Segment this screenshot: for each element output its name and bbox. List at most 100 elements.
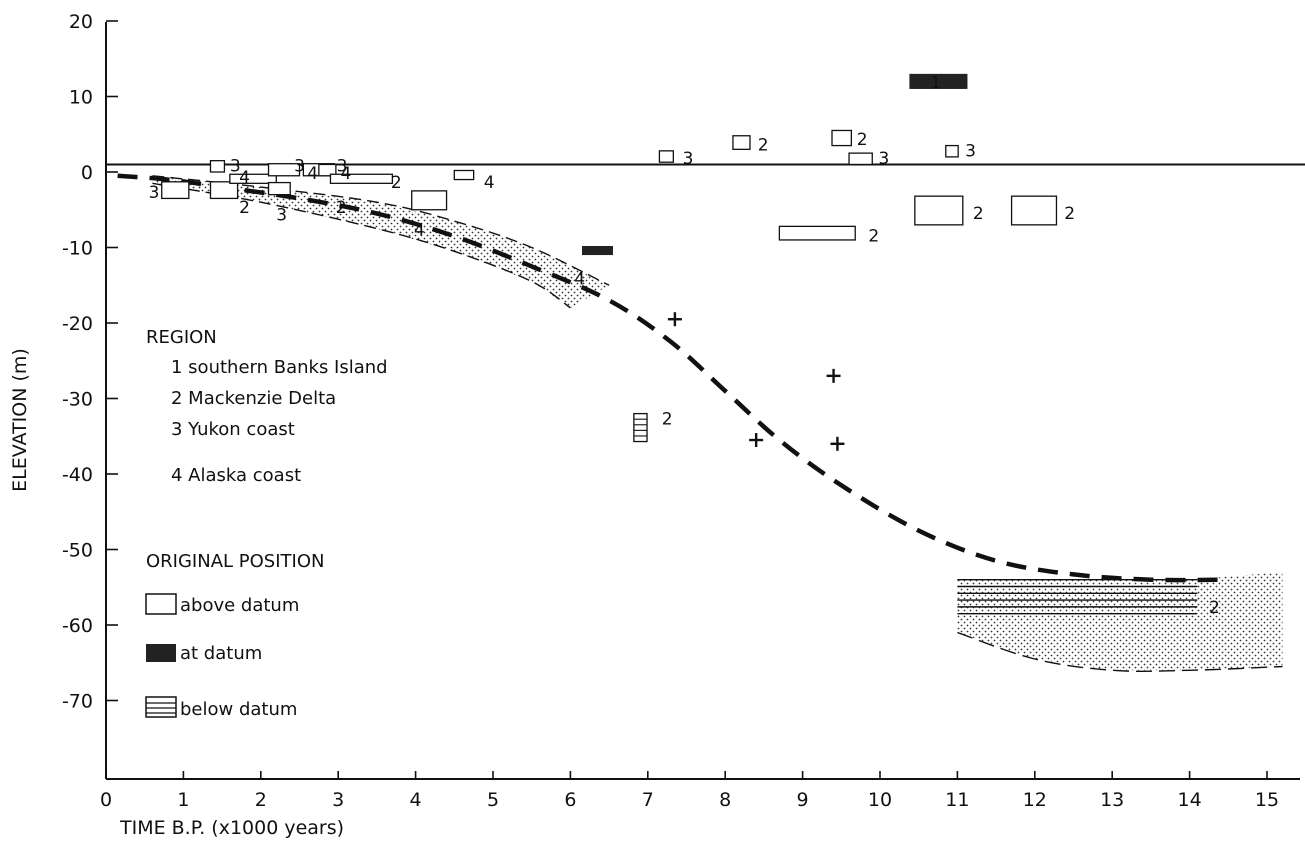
x-tick-label: 12	[1023, 789, 1047, 811]
region-annotation: 2	[1064, 204, 1075, 224]
x-tick-label: 2	[255, 789, 267, 811]
x-tick-label: 1	[177, 789, 189, 811]
region-annotation: 2	[391, 173, 402, 193]
y-tick-label: -30	[62, 389, 93, 411]
uncertainty-band	[152, 175, 610, 309]
sea-level-curve	[117, 173, 1229, 583]
legend-region-3: 3 Yukon coast	[171, 419, 295, 440]
y-tick-label: -40	[62, 464, 93, 486]
legend: REGION 1 southern Banks Island 2 Mackenz…	[145, 327, 388, 720]
y-tick-label: -70	[62, 691, 93, 713]
region-annotation: 2	[1209, 598, 1220, 618]
x-tick-label: 8	[719, 789, 731, 811]
region-annotation: 2	[758, 135, 769, 155]
sample-above-datum	[914, 195, 964, 226]
legend-region-4: 4 Alaska coast	[171, 465, 301, 486]
sample-above-datum	[209, 181, 239, 200]
y-tick-label: -60	[62, 615, 93, 637]
legend-at-swatch	[146, 644, 176, 662]
sample-above-datum	[161, 181, 190, 200]
x-tick-label: 3	[332, 789, 344, 811]
x-axis-label: TIME B.P. (x1000 years)	[119, 817, 344, 839]
y-axis-label: ELEVATION (m)	[9, 348, 31, 492]
region-annotation: 4	[307, 164, 318, 184]
region-annotation: 3	[337, 156, 348, 176]
x-tick-label: 0	[100, 789, 112, 811]
sample-above-datum	[229, 173, 277, 184]
legend-region-2: 2 Mackenzie Delta	[171, 388, 336, 409]
sample-above-datum	[848, 152, 873, 166]
x-tick-label: 5	[487, 789, 499, 811]
region-annotation: 4	[484, 173, 495, 193]
legend-region-title: REGION	[146, 327, 217, 348]
tick-marks: 0 1 2 3 4 5 6 7 8 9 10 11 12 13 14 1520100-10-20-30-40-…	[62, 11, 1279, 811]
sample-above-datum	[267, 163, 301, 177]
band-lower-edge	[152, 182, 571, 309]
sample-above-datum	[658, 150, 674, 163]
sample-above-datum	[329, 173, 394, 184]
region-annotation: 4	[341, 164, 352, 184]
y-tick-label: -20	[62, 313, 93, 335]
sample-above-datum	[267, 181, 291, 196]
region-annotation: 3	[230, 156, 241, 176]
x-tick-label: 14	[1178, 789, 1202, 811]
region-annotation: 3	[149, 183, 160, 203]
region-annotation: 1	[930, 73, 941, 93]
basin-lower-edge	[957, 631, 1283, 672]
plus-points-group	[667, 312, 845, 451]
legend-above-label: above datum	[180, 595, 299, 616]
x-tick-label: 13	[1100, 789, 1124, 811]
region-annotation: 4	[239, 168, 250, 188]
sample-above-datum	[831, 129, 853, 147]
region-annotation: 4	[414, 221, 425, 241]
sample-above-datum	[945, 144, 959, 158]
y-tick-label: 0	[81, 162, 93, 184]
y-tick-label: -10	[62, 238, 93, 260]
sample-above-datum	[732, 135, 751, 150]
sample-below-datum	[633, 412, 648, 443]
region-annotation: 2	[336, 198, 347, 218]
legend-above-swatch	[145, 593, 177, 615]
basin-envelope	[957, 572, 1283, 672]
sample-above-datum	[411, 190, 448, 211]
x-tick-label: 15	[1255, 789, 1279, 811]
region-annotation: 2	[973, 204, 984, 224]
y-tick-label: 20	[69, 11, 93, 33]
x-tick-label: 6	[564, 789, 576, 811]
region-annotation: 3	[965, 141, 976, 161]
region-annotation: 2	[662, 409, 673, 429]
legend-region-1: 1 southern Banks Island	[171, 357, 388, 378]
band-upper-edge	[152, 175, 610, 286]
sample-at-datum	[909, 73, 968, 89]
region-annotation: 3	[276, 206, 287, 226]
y-tick-label: -50	[62, 540, 93, 562]
x-tick-label: 10	[868, 789, 892, 811]
samples-group	[161, 73, 1058, 443]
basin-fill	[957, 572, 1283, 671]
x-tick-label: 7	[642, 789, 654, 811]
sample-above-datum	[318, 163, 337, 177]
x-tick-label: 9	[797, 789, 809, 811]
sample-at-datum	[582, 245, 613, 256]
legend-below-swatch	[145, 696, 177, 718]
region-annotation: 4	[574, 270, 585, 290]
sample-above-datum	[1010, 195, 1058, 226]
x-tick-label: 11	[945, 789, 969, 811]
x-tick-label: 4	[410, 789, 422, 811]
region-annotation: 2	[857, 130, 868, 150]
region-annotation: 3	[294, 156, 305, 176]
region-annotation: 3	[683, 149, 694, 169]
legend-position-title: ORIGINAL POSITION	[146, 551, 324, 572]
band-fill	[152, 175, 610, 308]
legend-below-label: below datum	[180, 699, 297, 720]
sample-above-datum	[453, 169, 475, 181]
legend-at-label: at datum	[180, 643, 262, 664]
axes: TIME B.P. (x1000 years) ELEVATION (m)	[9, 22, 1300, 839]
sea-level-curve-group	[117, 173, 1229, 583]
region-annotation: 2	[868, 227, 879, 247]
region-annotation: 3	[878, 149, 889, 169]
y-tick-label: 10	[69, 87, 93, 109]
sample-above-datum	[209, 160, 226, 173]
